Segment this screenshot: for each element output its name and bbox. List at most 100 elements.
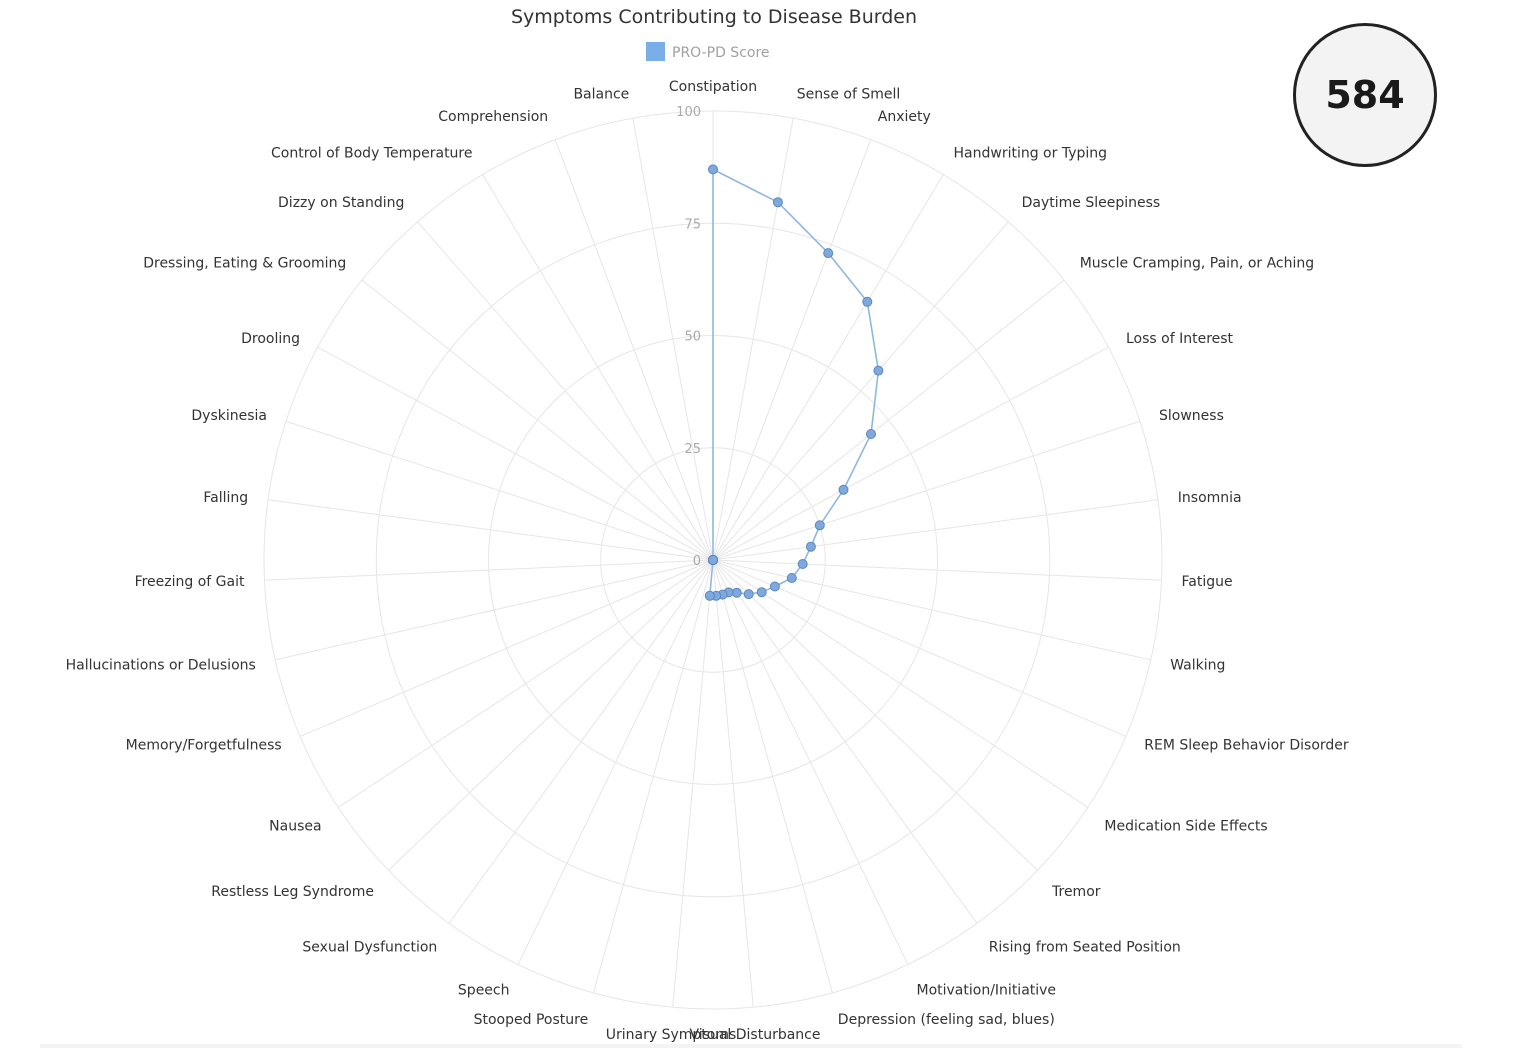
data-point-7[interactable]	[814, 520, 825, 531]
spoke-23	[338, 559, 714, 808]
spoke-1	[712, 118, 794, 561]
data-point-1[interactable]	[772, 197, 783, 208]
data-point-9[interactable]	[797, 559, 808, 569]
spoke-11	[712, 559, 1127, 737]
data-point-3[interactable]	[862, 296, 873, 307]
category-label-24: Memory/Forgetfulness	[126, 737, 282, 753]
spoke-29	[317, 346, 714, 561]
category-label-0: Constipation	[669, 79, 757, 95]
category-label-8: Insomnia	[1178, 490, 1242, 506]
spoke-31	[417, 221, 714, 561]
category-label-6: Loss of Interest	[1126, 331, 1234, 347]
spoke-13	[712, 559, 1038, 871]
series-layer	[704, 164, 884, 601]
spoke-14	[712, 559, 978, 924]
category-label-28: Dyskinesia	[191, 408, 267, 424]
spoke-25	[275, 559, 714, 661]
data-point-4[interactable]	[873, 365, 884, 376]
category-label-22: Restless Leg Syndrome	[211, 884, 374, 900]
spoke-30	[361, 279, 714, 561]
category-label-3: Handwriting or Typing	[954, 145, 1108, 161]
data-point-13[interactable]	[743, 589, 754, 600]
spoke-28	[285, 420, 714, 561]
data-point-8[interactable]	[805, 541, 816, 552]
category-label-29: Drooling	[241, 331, 300, 347]
data-point-34[interactable]	[708, 555, 718, 565]
radar-grid	[263, 110, 1163, 1010]
category-label-25: Hallucinations or Delusions	[66, 657, 256, 673]
category-label-5: Muscle Cramping, Pain, or Aching	[1080, 256, 1314, 272]
data-point-11[interactable]	[769, 581, 780, 592]
category-label-9: Fatigue	[1182, 574, 1233, 590]
data-point-0[interactable]	[708, 164, 718, 175]
category-label-21: Sexual Dysfunction	[302, 939, 437, 955]
category-label-34: Balance	[573, 87, 629, 103]
score-badge: 584	[1293, 23, 1437, 167]
category-label-30: Dressing, Eating & Grooming	[143, 256, 346, 272]
spoke-27	[267, 499, 714, 561]
category-label-4: Daytime Sleepiness	[1022, 195, 1161, 211]
category-label-32: Control of Body Temperature	[271, 145, 472, 161]
spoke-12	[712, 559, 1088, 808]
category-label-23: Nausea	[269, 818, 321, 834]
radial-tick-label: 100	[676, 105, 701, 120]
spoke-9	[712, 559, 1162, 581]
radial-tick-label: 0	[693, 554, 701, 569]
spoke-2	[712, 139, 872, 561]
data-point-18[interactable]	[704, 590, 715, 601]
spoke-4	[712, 221, 1009, 561]
radial-tick-label: 75	[684, 217, 701, 232]
category-label-13: Tremor	[1051, 884, 1101, 900]
spoke-10	[712, 559, 1151, 661]
bottom-divider	[40, 1044, 1462, 1048]
spoke-24	[299, 559, 714, 737]
legend[interactable]: PRO-PD Score	[646, 42, 770, 61]
spoke-17	[712, 559, 754, 1008]
category-label-15: Motivation/Initiative	[917, 983, 1057, 999]
category-label-18: Urinary Symptoms	[606, 1027, 737, 1043]
data-point-12[interactable]	[756, 587, 767, 598]
category-label-14: Rising from Seated Position	[989, 939, 1181, 955]
spoke-33	[554, 139, 714, 561]
spoke-6	[712, 346, 1109, 561]
radial-tick-labels: 0 25 50 75 100	[676, 105, 701, 569]
category-label-10: Walking	[1170, 657, 1225, 673]
category-label-7: Slowness	[1159, 408, 1224, 424]
data-point-5[interactable]	[866, 429, 876, 439]
spoke-21	[448, 559, 714, 924]
category-label-12: Medication Side Effects	[1104, 818, 1267, 834]
radial-tick-label: 50	[684, 330, 701, 345]
radial-tick-label: 25	[684, 442, 701, 457]
spoke-16	[712, 559, 833, 993]
spoke-34	[632, 118, 714, 561]
spoke-26	[264, 559, 714, 581]
category-label-1: Sense of Smell	[797, 87, 901, 103]
data-point-2[interactable]	[823, 248, 834, 259]
data-point-10[interactable]	[786, 573, 797, 583]
spoke-32	[482, 174, 714, 561]
category-label-33: Comprehension	[438, 109, 548, 125]
category-label-17: Visual Disturbance	[690, 1027, 821, 1043]
spoke-18	[672, 559, 714, 1008]
legend-label: PRO-PD Score	[672, 45, 770, 61]
spoke-7	[712, 420, 1141, 561]
spoke-20	[517, 559, 714, 965]
legend-swatch	[646, 42, 665, 61]
spoke-5	[712, 279, 1065, 561]
category-label-31: Dizzy on Standing	[278, 195, 404, 211]
category-label-2: Anxiety	[878, 109, 931, 125]
spoke-8	[712, 499, 1159, 561]
data-point-6[interactable]	[838, 484, 849, 495]
spoke-3	[712, 174, 944, 561]
chart-title: Symptoms Contributing to Disease Burden	[511, 6, 917, 28]
category-label-20: Speech	[458, 983, 510, 999]
category-label-16: Depression (feeling sad, blues)	[838, 1012, 1055, 1028]
spoke-19	[593, 559, 714, 993]
category-label-19: Stooped Posture	[474, 1012, 589, 1028]
category-label-27: Falling	[203, 490, 248, 506]
category-label-11: REM Sleep Behavior Disorder	[1144, 737, 1349, 753]
category-labels: Constipation Sense of Smell Anxiety Handwri…	[66, 79, 1349, 1043]
data-point-14[interactable]	[731, 587, 742, 598]
spoke-15	[712, 559, 909, 965]
